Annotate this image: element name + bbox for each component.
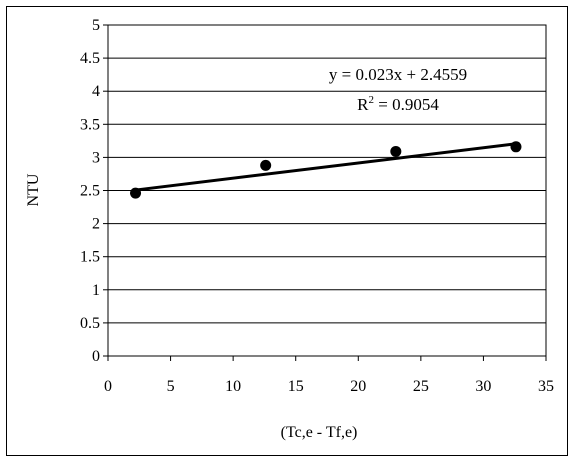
x-tick-label: 10 <box>225 378 241 395</box>
y-tick-label: 3 <box>92 149 100 166</box>
data-point <box>260 159 272 171</box>
x-tick-label: 15 <box>288 378 304 395</box>
data-point <box>510 141 522 153</box>
x-tick-label: 35 <box>538 378 554 395</box>
y-axis-ticks: 0 0.5 1 1.5 2 2.5 3 3.5 4 4.5 5 <box>80 17 108 365</box>
data-point <box>130 187 142 199</box>
y-tick-label: 3.5 <box>80 116 100 133</box>
r-squared-exponent: 2 <box>369 94 375 106</box>
y-tick-label: 4 <box>92 83 100 100</box>
y-tick-label: 2 <box>92 216 100 233</box>
x-tick-label: 30 <box>475 378 491 395</box>
y-tick-label: 1.5 <box>80 249 100 266</box>
grid-lines <box>108 24 546 357</box>
x-tick-label: 0 <box>104 378 112 395</box>
x-tick-label: 25 <box>413 378 429 395</box>
r-squared-value: = 0.9054 <box>374 95 439 114</box>
y-tick-label: 1 <box>92 282 100 299</box>
y-tick-label: 2.5 <box>80 183 100 200</box>
y-axis-title: NTU <box>25 173 42 206</box>
y-tick-label: 0.5 <box>80 315 100 332</box>
x-axis-title: (Tc,e - Tf,e) <box>281 424 358 441</box>
x-tick-label: 20 <box>350 378 366 395</box>
r-squared-label: R2 = 0.9054 <box>357 94 439 114</box>
chart-frame <box>6 6 568 456</box>
trendline <box>135 142 517 192</box>
y-tick-label: 0 <box>92 348 100 365</box>
y-tick-label: 4.5 <box>80 50 100 67</box>
data-points <box>130 141 522 199</box>
x-tick-label: 5 <box>167 378 175 395</box>
data-point <box>390 145 402 157</box>
x-axis-ticks: 0 5 10 15 20 25 30 35 <box>104 356 554 395</box>
r-squared-symbol: R <box>357 95 369 114</box>
y-tick-label: 5 <box>92 17 100 34</box>
trendline-equation: y = 0.023x + 2.4559 <box>329 65 467 84</box>
